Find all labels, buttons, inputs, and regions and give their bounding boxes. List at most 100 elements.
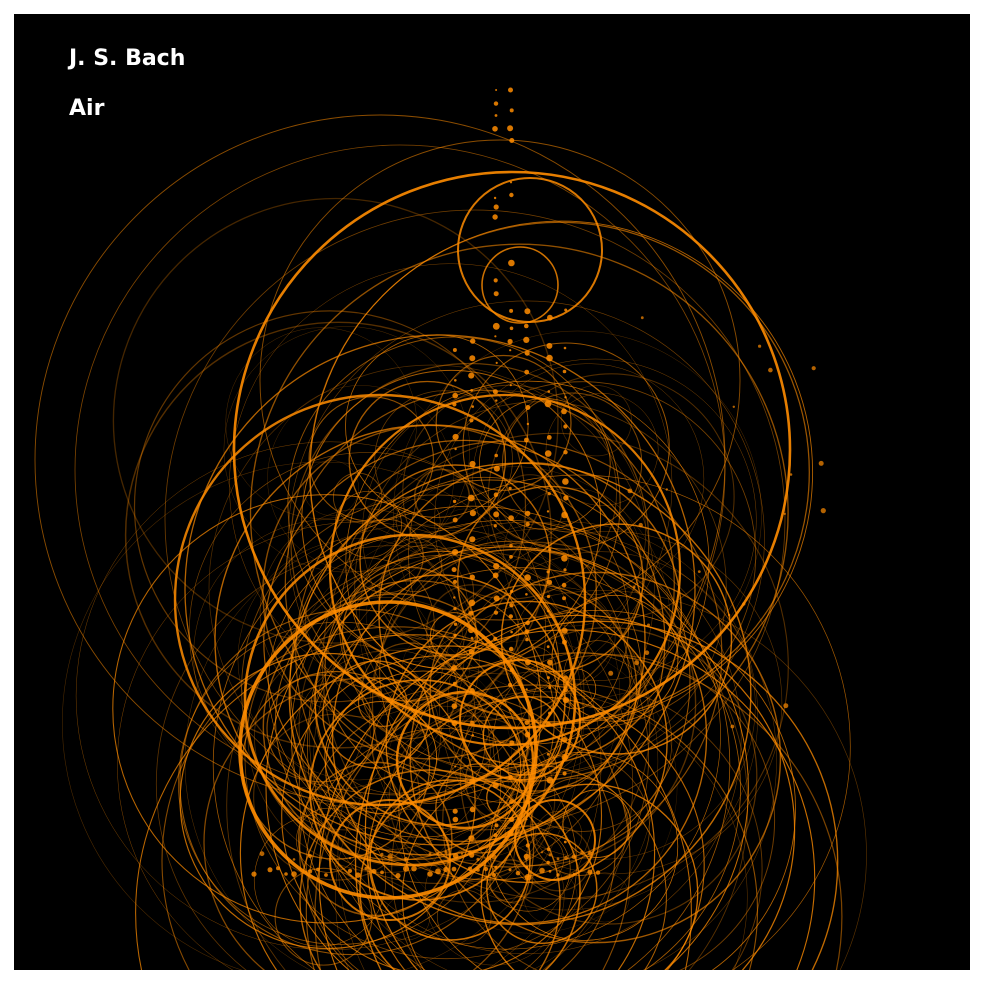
note-dot [548,686,552,690]
ring [249,243,789,783]
ring [309,521,742,955]
note-dot [494,823,499,828]
note-dot [525,620,530,626]
note-dot [468,835,475,842]
ring [117,521,602,970]
ring [112,197,559,644]
note-dot [468,649,475,655]
note-dot [556,857,560,861]
ring [290,650,491,850]
note-dot [509,308,514,313]
note-dot [468,850,472,855]
ring [161,626,631,970]
ring [247,596,524,874]
note-dot [563,675,569,681]
note-dot [493,196,497,200]
ring [348,380,507,539]
ring [507,744,558,794]
ring [545,393,659,506]
note-dot [494,767,498,771]
note-dot [727,613,731,617]
note-dot [451,703,458,709]
note-dot [470,636,474,640]
note-dot [493,278,498,283]
note-dot [444,850,448,854]
ring [501,392,643,533]
note-dot [495,399,498,402]
note-dot [469,688,475,694]
note-dot [539,867,545,874]
note-dot [758,344,762,348]
ring [135,634,692,970]
ring [496,474,564,542]
note-dot [371,868,377,874]
note-dot [546,342,553,349]
ring [253,713,421,881]
note-dot [561,754,568,761]
ring [371,690,485,804]
note-dot [563,568,567,572]
note-dot [509,192,514,198]
note-dot [544,400,552,408]
note-dot [493,101,499,106]
note-dot [452,816,459,823]
composer-title: J. S. Bach [69,46,186,71]
ring [438,530,783,875]
ring [487,373,735,621]
note-dot [525,510,531,517]
note-dot [494,865,498,869]
note-dot [454,765,457,768]
note-dot [470,389,473,392]
note-dot [259,851,265,857]
note-dot [493,610,499,615]
ring [489,751,679,941]
ring [288,529,621,862]
note-dot [524,369,530,375]
note-dot [469,460,476,468]
note-dot [818,460,824,466]
note-dot [561,511,568,519]
ring [338,476,630,768]
note-dot [508,774,513,780]
note-dot [627,488,633,494]
note-dot [307,853,313,859]
note-dot [387,854,393,860]
note-dot [452,499,457,504]
note-dot [525,745,529,749]
note-dot [436,851,440,855]
note-dot [267,867,273,873]
note-dot [508,486,512,490]
note-dot [468,599,476,607]
note-dot [548,869,552,873]
note-dot [524,629,530,634]
ring [402,384,618,600]
ring [365,568,460,662]
ring [395,690,535,830]
note-dot [525,865,529,869]
note-dot [547,610,550,613]
ring [492,652,673,832]
ring [287,300,765,778]
ring [331,548,708,925]
note-dot [509,740,515,746]
ring [298,551,651,903]
note-dot [561,627,568,634]
note-dot [284,872,288,876]
note-dot [492,572,499,579]
ring [393,330,762,700]
ring [361,642,459,740]
note-dot [453,633,457,638]
note-dot [507,338,513,345]
ring [314,652,843,970]
ring [362,390,646,675]
ring [225,327,417,519]
note-dot [435,868,441,875]
note-dot [493,636,498,641]
note-dot [452,433,459,441]
ring [337,590,867,970]
note-dot [563,346,567,350]
ring [439,508,489,559]
ring [309,220,814,724]
ring [409,571,782,944]
note-dot [467,866,473,871]
